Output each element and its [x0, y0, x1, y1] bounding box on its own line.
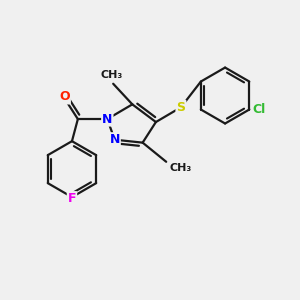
- Text: Cl: Cl: [252, 103, 266, 116]
- Text: N: N: [110, 133, 120, 146]
- Text: CH₃: CH₃: [100, 70, 123, 80]
- Text: F: F: [68, 192, 76, 205]
- Text: CH₃: CH₃: [169, 163, 191, 173]
- Text: O: O: [59, 91, 70, 103]
- Text: S: S: [176, 101, 185, 114]
- Text: N: N: [102, 112, 112, 126]
